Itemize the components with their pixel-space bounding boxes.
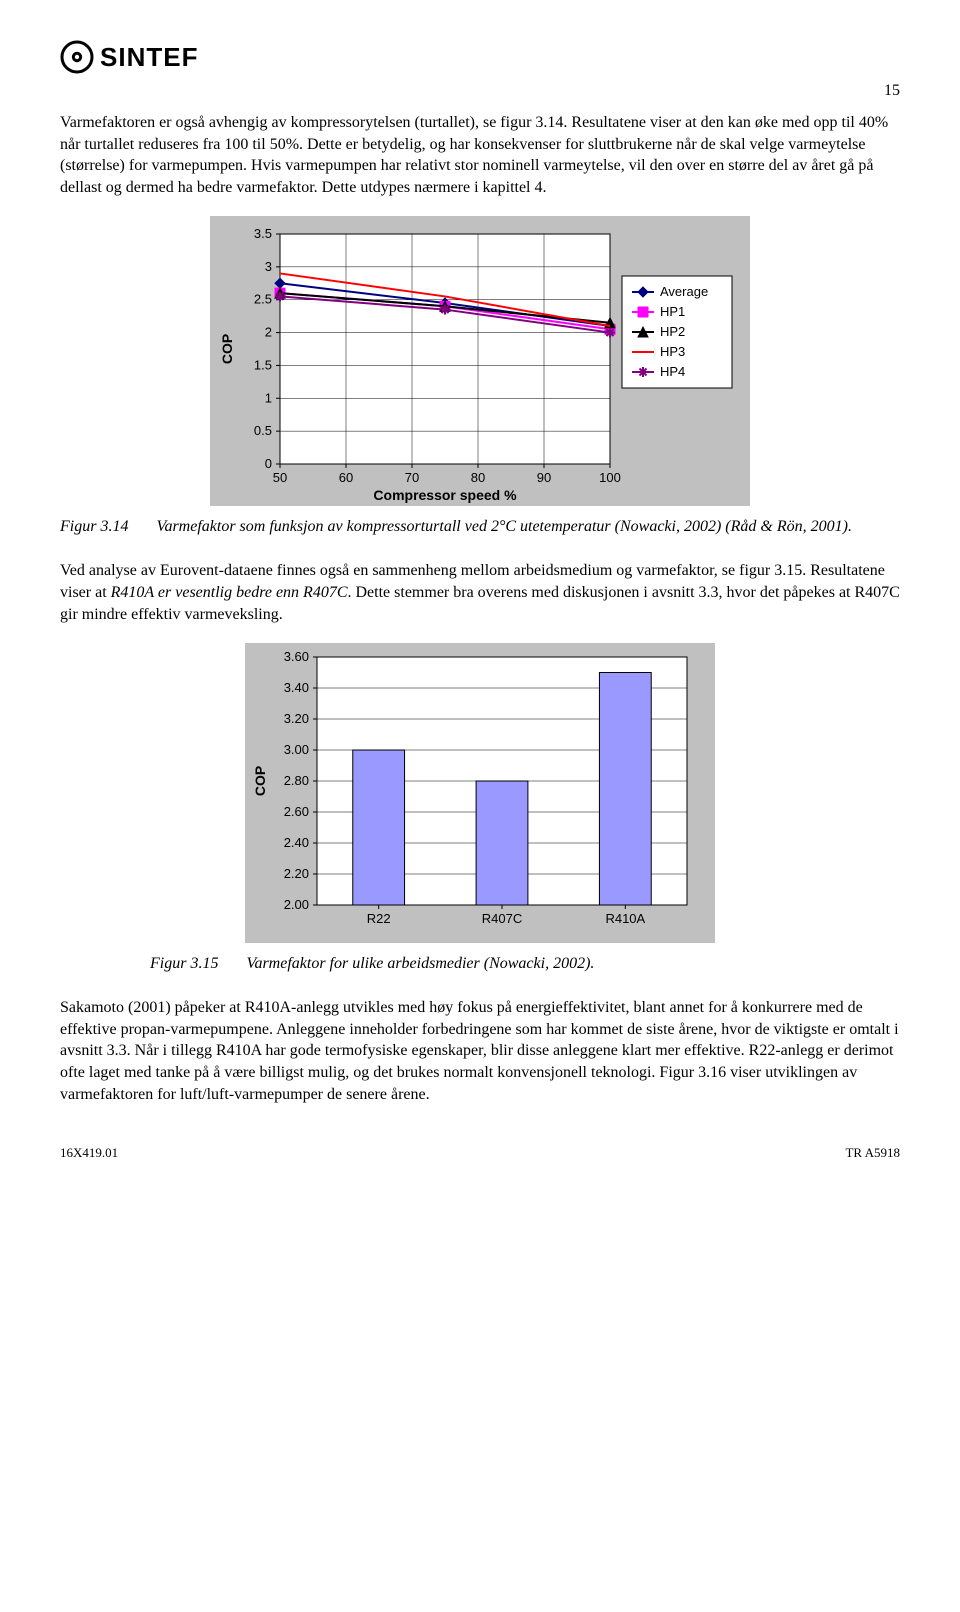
figure-3-14-caption: Figur 3.14 Varmefaktor som funksjon av k… bbox=[60, 518, 900, 536]
footer-right: TR A5918 bbox=[845, 1145, 900, 1161]
svg-text:HP1: HP1 bbox=[660, 304, 685, 319]
svg-text:Compressor speed %: Compressor speed % bbox=[373, 487, 517, 503]
svg-text:R22: R22 bbox=[367, 911, 391, 926]
figure-caption-text: Varmefaktor for ulike arbeidsmedier (Now… bbox=[246, 955, 594, 973]
svg-text:COP: COP bbox=[252, 766, 268, 796]
footer-left: 16X419.01 bbox=[60, 1145, 118, 1161]
figure-label: Figur 3.14 bbox=[60, 518, 128, 536]
svg-text:2.5: 2.5 bbox=[254, 292, 272, 307]
figure-label: Figur 3.15 bbox=[150, 955, 218, 973]
line-chart-cop-vs-speed: 0 0.5 1 1.5 2 2.5 3 3.5 50 60 70 80 90 100 Compressor … bbox=[210, 216, 750, 506]
svg-text:80: 80 bbox=[471, 470, 485, 485]
figure-3-14: 0 0.5 1 1.5 2 2.5 3 3.5 50 60 70 80 90 100 Compressor … bbox=[60, 216, 900, 506]
svg-text:HP2: HP2 bbox=[660, 324, 685, 339]
svg-text:3.00: 3.00 bbox=[284, 742, 309, 757]
svg-text:100: 100 bbox=[599, 470, 621, 485]
svg-text:50: 50 bbox=[273, 470, 287, 485]
svg-text:0.5: 0.5 bbox=[254, 424, 272, 439]
svg-text:HP3: HP3 bbox=[660, 344, 685, 359]
page-number: 15 bbox=[60, 82, 900, 100]
svg-text:2.60: 2.60 bbox=[284, 804, 309, 819]
svg-text:Average: Average bbox=[660, 284, 708, 299]
page-footer: 16X419.01 TR A5918 bbox=[60, 1145, 900, 1161]
bar-chart-cop-by-refrigerant: 2.00 2.20 2.40 2.60 2.80 3.00 3.20 3.40 3.60 R22 R… bbox=[245, 643, 715, 943]
sintef-logo-icon bbox=[60, 40, 94, 74]
svg-text:0: 0 bbox=[265, 456, 272, 471]
figure-caption-text: Varmefaktor som funksjon av kompressortu… bbox=[156, 518, 852, 536]
svg-text:90: 90 bbox=[537, 470, 551, 485]
body-paragraph-1: Varmefaktoren er også avhengig av kompre… bbox=[60, 112, 900, 198]
figure-3-15: 2.00 2.20 2.40 2.60 2.80 3.00 3.20 3.40 3.60 R22 R… bbox=[60, 643, 900, 943]
sintef-logo: SINTEF bbox=[60, 40, 900, 74]
svg-text:HP4: HP4 bbox=[660, 364, 685, 379]
figure-3-15-caption: Figur 3.15 Varmefaktor for ulike arbeids… bbox=[150, 955, 810, 973]
svg-text:R407C: R407C bbox=[482, 911, 522, 926]
svg-text:2: 2 bbox=[265, 325, 272, 340]
body-paragraph-3: Sakamoto (2001) påpeker at R410A-anlegg … bbox=[60, 997, 900, 1105]
svg-text:R410A: R410A bbox=[605, 911, 645, 926]
svg-text:2.20: 2.20 bbox=[284, 866, 309, 881]
para2-emphasis: R410A er vesentlig bedre enn R407C bbox=[111, 584, 348, 601]
body-paragraph-2: Ved analyse av Eurovent-dataene finnes o… bbox=[60, 560, 900, 625]
svg-text:COP: COP bbox=[219, 334, 235, 364]
svg-text:2.00: 2.00 bbox=[284, 897, 309, 912]
svg-text:3.20: 3.20 bbox=[284, 711, 309, 726]
svg-text:3: 3 bbox=[265, 259, 272, 274]
svg-text:60: 60 bbox=[339, 470, 353, 485]
sintef-logo-text: SINTEF bbox=[100, 42, 198, 73]
svg-text:2.80: 2.80 bbox=[284, 773, 309, 788]
svg-text:1.5: 1.5 bbox=[254, 358, 272, 373]
svg-text:3.5: 3.5 bbox=[254, 226, 272, 241]
svg-text:70: 70 bbox=[405, 470, 419, 485]
svg-text:3.60: 3.60 bbox=[284, 649, 309, 664]
svg-text:2.40: 2.40 bbox=[284, 835, 309, 850]
svg-text:3.40: 3.40 bbox=[284, 680, 309, 695]
svg-text:1: 1 bbox=[265, 391, 272, 406]
